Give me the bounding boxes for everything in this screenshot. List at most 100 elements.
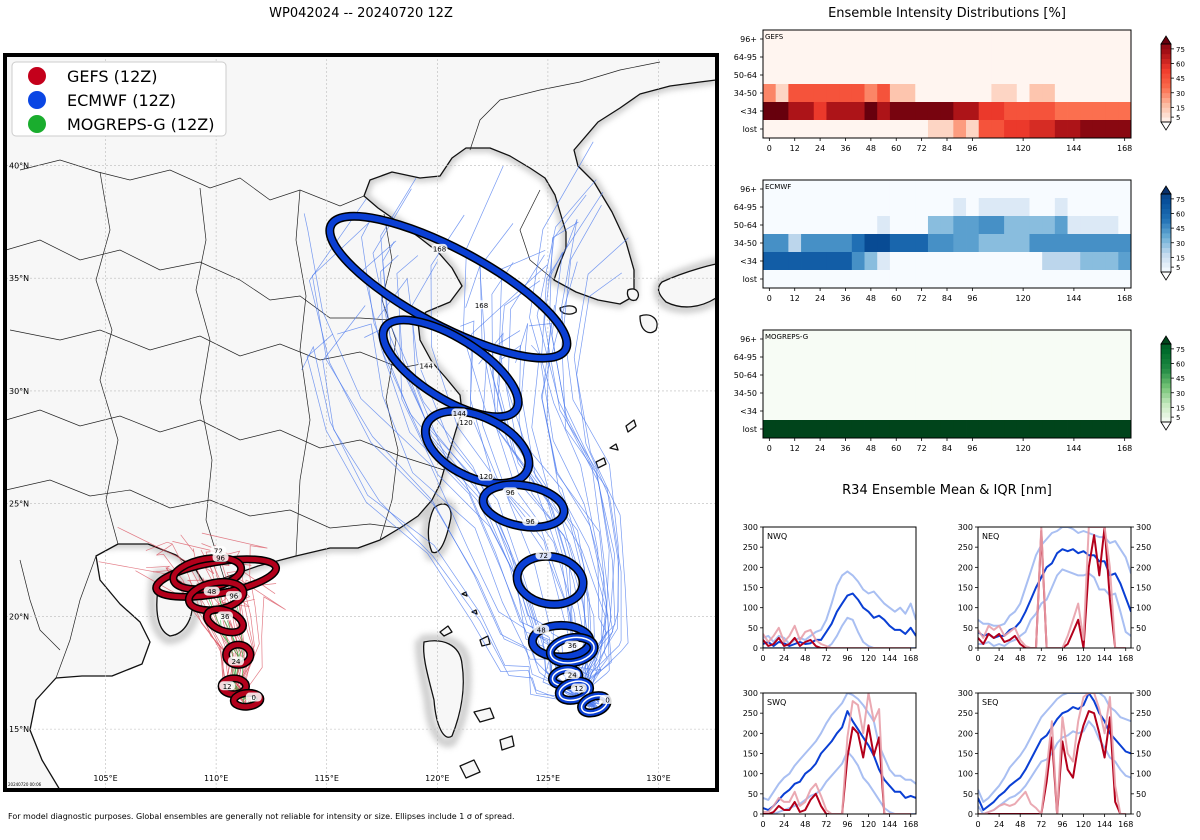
heatmap-cell [915, 198, 929, 217]
hour-label-bg [418, 361, 435, 371]
heatmap-cell [877, 366, 891, 385]
colorbar-tick-label: 15 [1176, 104, 1185, 112]
gefs-hour-label: 96 [216, 554, 225, 562]
heatmap-cell [877, 330, 891, 349]
heatmap-cell [1004, 348, 1018, 367]
heatmap-cell [915, 48, 929, 67]
r34-series-group [978, 693, 1131, 814]
heatmap-cell [1004, 330, 1018, 349]
heatmap-cell [1016, 420, 1030, 439]
colorbar-tick-label: 60 [1176, 361, 1185, 369]
heatmap-cell [801, 420, 815, 439]
heatmap-cell [864, 102, 878, 121]
heatmap-cell [889, 234, 903, 253]
heatmap-cell [801, 330, 815, 349]
r34-line-gefs-mean [763, 724, 911, 814]
colorbar-segment [1161, 97, 1171, 103]
heatmap-cell [889, 366, 903, 385]
heatmap-cell [1016, 252, 1030, 271]
heatmap-cell [801, 348, 815, 367]
heatmap-cell [826, 180, 840, 199]
r34-nwq-panel: NWQ 0 24 48 72 96 120 144 168 0 50 100 150 200 250 300 [743, 523, 919, 663]
ensemble-member-track [309, 198, 590, 702]
colorbar-segment [1161, 353, 1171, 360]
heatmap-cell [763, 420, 777, 439]
heatmap-cell [1092, 102, 1107, 121]
heatmap-cell [826, 102, 840, 121]
colorbar-segment [1161, 58, 1171, 64]
heatmap-cell [851, 120, 865, 139]
heatmap-cell [813, 120, 827, 139]
heatmap-cell [1118, 66, 1132, 85]
r34-ytick-label: 150 [958, 750, 973, 759]
heatmap-cell [877, 120, 891, 139]
footer-note: For model diagnostic purposes. Global en… [8, 812, 515, 821]
heatmap-cell [915, 420, 929, 439]
colorbar-segment [1161, 213, 1171, 219]
heatmap-cell [889, 420, 903, 439]
heatmap-cell [953, 330, 967, 349]
r34-ytick-label: 250 [958, 543, 973, 552]
heatmap-cell [864, 216, 878, 235]
intensity-heatmaps: GEFS 96+ 64-95 50-64 34-50 <34 lost 0 12 24 36 48 60… [734, 29, 1185, 453]
heatmap-cell [991, 198, 1005, 217]
ecmwf-hour-label: 72 [539, 552, 548, 560]
hour-label-bg [522, 516, 539, 526]
heatmap-xtick-label: 72 [917, 444, 927, 453]
heatmap-cell [788, 270, 802, 289]
heatmap-cell [877, 402, 891, 421]
heatmap-cell [839, 198, 853, 217]
colorbar-tick-label: 15 [1176, 254, 1185, 262]
hour-label-bg [225, 591, 242, 601]
r34-xtick-label: 144 [1097, 820, 1112, 829]
heatmap-cell [801, 366, 815, 385]
r34-ytick-label: 300 [743, 523, 758, 532]
colorbar-segment [1161, 252, 1171, 258]
colorbar-segment [1161, 242, 1171, 249]
heatmap-cell [927, 216, 942, 235]
heatmap-cell [788, 66, 802, 85]
heatmap-cell [813, 216, 827, 235]
ellipse-labels: 0122436487296961201201441441681680122436… [203, 243, 616, 704]
heatmap-cell [775, 348, 789, 367]
heatmap-cell [1016, 84, 1030, 103]
heatmap-cell [763, 180, 777, 199]
track-map: 0122436487296961201201441441681680122436… [3, 53, 719, 792]
heatmap-cell [915, 402, 929, 421]
heatmap-cell [864, 234, 878, 253]
hour-label-bg [599, 694, 616, 704]
r34-ytick-label: 300 [743, 689, 758, 698]
ensemble-member-track [529, 141, 608, 701]
heatmap-cell [940, 348, 954, 367]
heatmap-cell [813, 66, 827, 85]
r34-xtick-label: 0 [975, 820, 980, 829]
r34-xtick-label: 120 [861, 654, 876, 663]
r34-ytick-label: 0 [968, 644, 973, 653]
heatmap-xtick-label: 60 [891, 444, 901, 453]
r34-frame [762, 692, 917, 815]
heatmap-cell [1092, 348, 1107, 367]
r34-swq-panel: SWQ 0 24 48 72 96 120 144 168 0 50 100 150 200 250 300 [743, 689, 919, 829]
heatmap-cell [851, 330, 865, 349]
heatmap-cell [991, 330, 1005, 349]
colorbar-segment [1161, 247, 1171, 253]
r34-ytick-label-right: 0 [1136, 644, 1141, 653]
r34-line-ecmwf-mean [763, 592, 916, 647]
heatmap-xtick-label: 12 [790, 144, 800, 153]
heatmap-cell [1029, 420, 1043, 439]
heatmap-cell [953, 270, 967, 289]
heatmap-cell [1067, 48, 1081, 67]
r34-series-group [763, 570, 916, 648]
heatmap-cell [1067, 120, 1081, 139]
heatmap-cell [966, 234, 980, 253]
heatmap-cell [1004, 366, 1018, 385]
heatmap-cell [966, 120, 980, 139]
heatmap-cell [902, 348, 916, 367]
heatmap-cell [1054, 252, 1068, 271]
gefs-hour-label: 24 [232, 658, 241, 666]
heatmap-cell [864, 420, 878, 439]
heatmap-cell [1004, 234, 1018, 253]
heatmap-cell [1029, 180, 1043, 199]
ensemble-member-track [561, 205, 619, 704]
